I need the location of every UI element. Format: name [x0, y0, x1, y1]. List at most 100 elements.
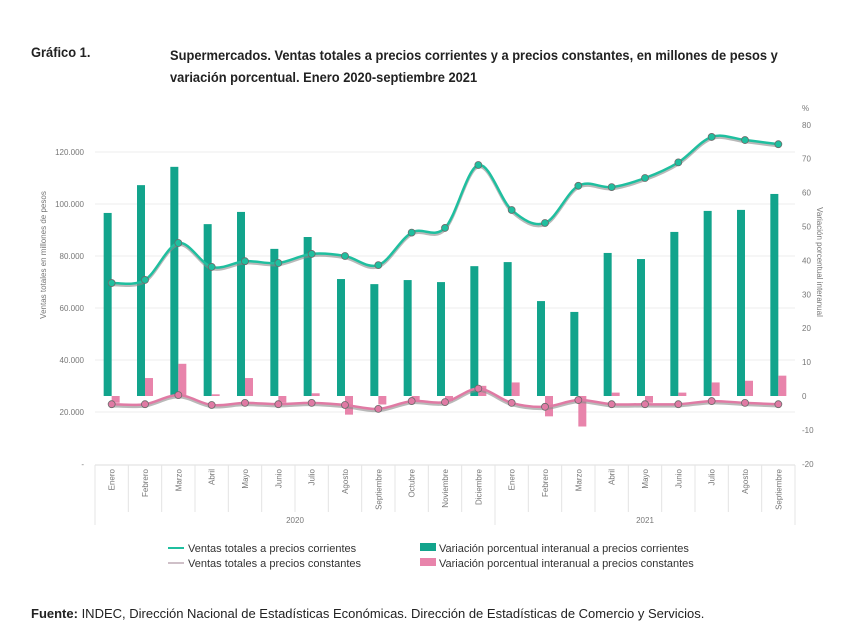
line-point — [207, 263, 216, 271]
x-tick-label: Mayo — [241, 468, 250, 488]
bar — [278, 396, 287, 403]
line-point — [274, 259, 283, 267]
line-point — [107, 400, 116, 409]
line-point — [574, 181, 583, 190]
bar-series — [103, 166, 779, 396]
bar — [578, 396, 587, 427]
bar — [137, 185, 145, 396]
year-label: 2021 — [636, 516, 654, 525]
right-tick-label: 80 — [802, 121, 811, 130]
line-point — [374, 261, 383, 270]
x-tick-label: Agosto — [741, 468, 750, 493]
line-point — [674, 158, 683, 167]
bar — [170, 166, 179, 396]
right-tick-label: 20 — [802, 324, 811, 333]
line-series — [107, 384, 783, 413]
line-point — [274, 400, 283, 409]
right-axis-title: Variación porcentual interanual — [815, 207, 824, 317]
bar — [337, 279, 345, 396]
bar — [370, 284, 379, 396]
line-point — [574, 396, 583, 404]
bar — [103, 212, 112, 396]
line-point — [507, 398, 516, 407]
right-tick-label: 30 — [802, 290, 811, 299]
line-point — [141, 276, 149, 284]
line-point — [474, 384, 483, 393]
bar — [403, 280, 412, 396]
right-tick-label: 40 — [802, 256, 811, 265]
line-point — [441, 224, 449, 232]
line-point — [774, 140, 783, 149]
line-point — [707, 397, 716, 405]
bar — [637, 259, 645, 396]
x-tick-label: Abril — [608, 469, 617, 485]
chart-title: Supermercados. Ventas totales a precios … — [170, 47, 778, 85]
line-point — [607, 183, 616, 192]
x-tick-label: Diciembre — [474, 468, 483, 505]
legend: Ventas totales a precios corrientes Venta… — [168, 543, 694, 570]
bar — [145, 378, 153, 396]
legend-label: Ventas totales a precios constantes — [188, 558, 362, 570]
legend-bar-swatch — [420, 543, 436, 551]
figure-label: Gráfico 1. — [31, 44, 91, 60]
bar — [537, 301, 545, 396]
bar — [645, 396, 653, 403]
bar-series — [111, 363, 787, 427]
line-series — [107, 133, 783, 288]
right-tick-label: -10 — [802, 426, 814, 435]
line-point — [541, 219, 549, 227]
source-note: Fuente: INDEC, Dirección Nacional de Est… — [31, 606, 704, 621]
line-point — [741, 398, 749, 407]
bar — [437, 282, 445, 396]
x-tick-label: Agosto — [341, 468, 350, 493]
x-tick-label: Julio — [708, 468, 717, 485]
x-tick-label: Marzo — [174, 468, 183, 491]
line-point — [407, 397, 416, 405]
source-label: Fuente: — [31, 606, 78, 621]
x-tick-label: Julio — [308, 468, 317, 485]
bar — [711, 382, 720, 396]
bar — [211, 394, 220, 396]
x-tick-label: Octubre — [408, 468, 417, 497]
right-tick-label: 10 — [802, 358, 811, 367]
left-tick-label: 40.000 — [60, 356, 85, 365]
line-point — [507, 206, 516, 214]
left-tick-label: 60.000 — [60, 304, 85, 313]
bar — [503, 262, 512, 396]
bar — [603, 252, 612, 396]
right-tick-label: -20 — [802, 460, 814, 469]
bar — [611, 392, 620, 396]
x-tick-label: Noviembre — [441, 468, 450, 507]
bar — [703, 210, 712, 396]
x-tick-label: Febrero — [141, 468, 150, 497]
line-point — [341, 401, 349, 409]
x-tick-label: Enero — [508, 468, 517, 490]
x-tick-label: Enero — [108, 468, 117, 490]
bar — [203, 224, 212, 396]
x-tick-label: Septiembre — [774, 468, 783, 509]
line-point — [607, 400, 616, 409]
line-point — [441, 398, 449, 407]
bar — [770, 193, 779, 396]
bar — [511, 382, 520, 396]
bar — [111, 396, 120, 403]
line-point — [341, 252, 349, 260]
line-point — [541, 402, 549, 411]
left-tick-label: - — [81, 460, 84, 469]
line-point — [241, 257, 249, 266]
x-tick-label: Abril — [208, 469, 217, 485]
line-point — [674, 400, 683, 409]
bar — [470, 266, 479, 396]
line-point — [741, 136, 749, 144]
bar — [670, 231, 679, 396]
bar — [303, 237, 312, 396]
line-point — [474, 161, 483, 169]
line-point — [241, 398, 249, 407]
left-axis-title: Ventas totales en millones de pesos — [39, 191, 48, 319]
line-point — [641, 400, 649, 409]
line-point — [174, 239, 183, 247]
bar — [737, 209, 745, 396]
right-tick-label: 60 — [802, 189, 811, 198]
line-point — [641, 174, 649, 182]
